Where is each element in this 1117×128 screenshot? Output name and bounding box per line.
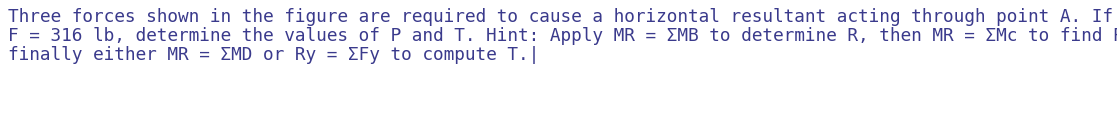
Text: finally either MR = ΣMD or Ry = ΣFy to compute T.|: finally either MR = ΣMD or Ry = ΣFy to c… (8, 46, 540, 64)
Text: F = 316 lb, determine the values of P and T. Hint: Apply MR = ΣMB to determine R: F = 316 lb, determine the values of P an… (8, 27, 1117, 45)
Text: Three forces shown in the figure are required to cause a horizontal resultant ac: Three forces shown in the figure are req… (8, 8, 1113, 26)
